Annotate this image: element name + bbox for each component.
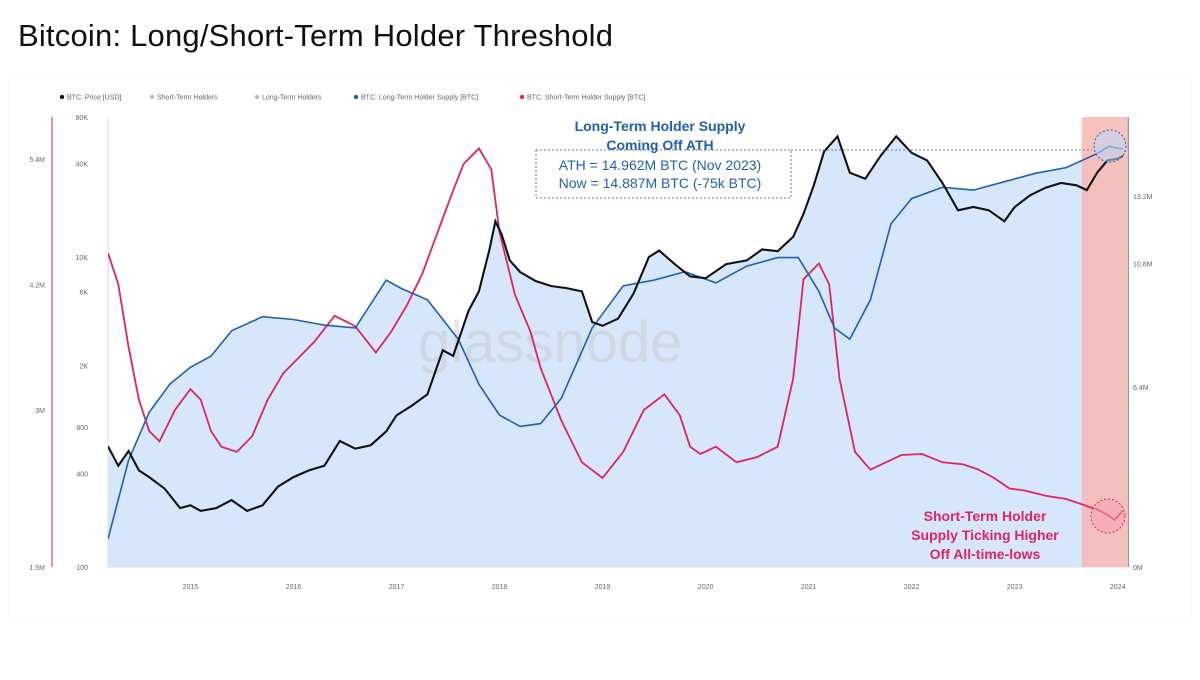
x-axis-ticks: 2015 2016 2017 2018 2019 2020 2021 2022 2023 2024 bbox=[183, 584, 1126, 591]
legend-label: Long-Term Holders bbox=[262, 95, 322, 102]
sth-annotation-line1: Short-Term Holder bbox=[924, 508, 1047, 524]
legend-marker bbox=[353, 94, 359, 100]
legend: BTC: Price [USD] Short-Term Holders Long-T… bbox=[59, 94, 645, 102]
legend-label: BTC: Long-Term Holder Supply [BTC] bbox=[361, 95, 478, 102]
x-tick-2023: 2023 bbox=[1007, 584, 1023, 591]
legend-item-3: BTC: Long-Term Holder Supply [BTC] bbox=[353, 94, 478, 102]
lth-tick-0: 13.2M bbox=[1133, 194, 1153, 201]
sth-tick-2: 3M bbox=[35, 408, 45, 415]
legend-marker bbox=[254, 94, 260, 100]
price-line bbox=[108, 134, 1124, 513]
lth-annotation-box bbox=[535, 149, 792, 199]
watermark: glassnode bbox=[418, 310, 682, 375]
sth-annotation: Short-Term Holder Supply Ticking Higher … bbox=[911, 498, 1126, 562]
x-tick-2021: 2021 bbox=[801, 584, 817, 591]
sth-annotation-line2: Supply Ticking Higher bbox=[911, 527, 1059, 543]
legend-label: BTC: Price [USD] bbox=[67, 95, 122, 102]
price-tick-0: 80K bbox=[76, 115, 89, 122]
lth-annotation-line3: ATH = 14.962M BTC (Nov 2023) bbox=[559, 157, 761, 173]
page-title: Bitcoin: Long/Short-Term Holder Threshol… bbox=[18, 18, 614, 53]
lth-tick-2: 6.4M bbox=[1133, 385, 1149, 392]
price-tick-2: 10K bbox=[76, 255, 89, 262]
sth-tick-1: 4.2M bbox=[29, 282, 45, 289]
sth-supply-line bbox=[108, 146, 1124, 522]
ath-marker bbox=[1093, 129, 1127, 163]
price-tick-4: 2K bbox=[79, 363, 88, 370]
legend-item-4: BTC: Short-Term Holder Supply [BTC] bbox=[519, 94, 645, 102]
price-tick-6: 400 bbox=[76, 472, 88, 479]
recent-highlight-band bbox=[1081, 117, 1128, 567]
x-tick-2017: 2017 bbox=[389, 584, 405, 591]
lth-annotation: Long-Term Holder Supply Coming Off ATH A… bbox=[535, 118, 1127, 199]
sth-tick-0: 5.4M bbox=[29, 157, 45, 164]
price-tick-5: 800 bbox=[76, 425, 88, 432]
lth-supply-area bbox=[108, 136, 1128, 567]
x-tick-2015: 2015 bbox=[183, 584, 199, 591]
lth-supply-line bbox=[108, 145, 1123, 540]
lth-tick-3: 0M bbox=[1133, 565, 1143, 572]
price-axis-ticks: 80K 40K 10K 6K 2K 800 400 100 bbox=[76, 115, 89, 572]
lth-annotation-line2: Coming Off ATH bbox=[606, 137, 713, 153]
legend-marker bbox=[149, 94, 155, 100]
sth-annotation-line3: Off All-time-lows bbox=[930, 546, 1041, 562]
sth-axis-ticks: 5.4M 4.2M 3M 1.5M bbox=[29, 157, 45, 572]
chart: BTC: Price [USD] Short-Term Holders Long-T… bbox=[29, 94, 1153, 592]
lth-tick-1: 10.8M bbox=[1133, 261, 1153, 268]
legend-label: BTC: Short-Term Holder Supply [BTC] bbox=[527, 95, 645, 102]
sth-low-marker bbox=[1090, 498, 1126, 534]
legend-marker bbox=[59, 94, 65, 100]
legend-label: Short-Term Holders bbox=[157, 95, 218, 102]
price-tick-7: 100 bbox=[76, 565, 88, 572]
price-tick-1: 40K bbox=[76, 162, 89, 169]
legend-item-2: Long-Term Holders bbox=[254, 94, 322, 102]
sth-tick-3: 1.5M bbox=[29, 565, 45, 572]
lth-annotation-line1: Long-Term Holder Supply bbox=[575, 118, 746, 134]
x-tick-2018: 2018 bbox=[492, 584, 508, 591]
lth-axis-ticks: 13.2M 10.8M 6.4M 0M bbox=[1133, 194, 1153, 572]
legend-item-1: Short-Term Holders bbox=[149, 94, 218, 102]
x-tick-2016: 2016 bbox=[286, 584, 302, 591]
x-tick-2020: 2020 bbox=[698, 584, 714, 591]
x-tick-2024: 2024 bbox=[1110, 584, 1126, 591]
legend-marker bbox=[519, 94, 525, 100]
price-tick-3: 6K bbox=[79, 289, 88, 296]
x-tick-2022: 2022 bbox=[904, 584, 920, 591]
legend-item-0: BTC: Price [USD] bbox=[59, 94, 122, 102]
x-tick-2019: 2019 bbox=[595, 584, 611, 591]
lth-annotation-line4: Now = 14.887M BTC (-75k BTC) bbox=[559, 175, 762, 191]
